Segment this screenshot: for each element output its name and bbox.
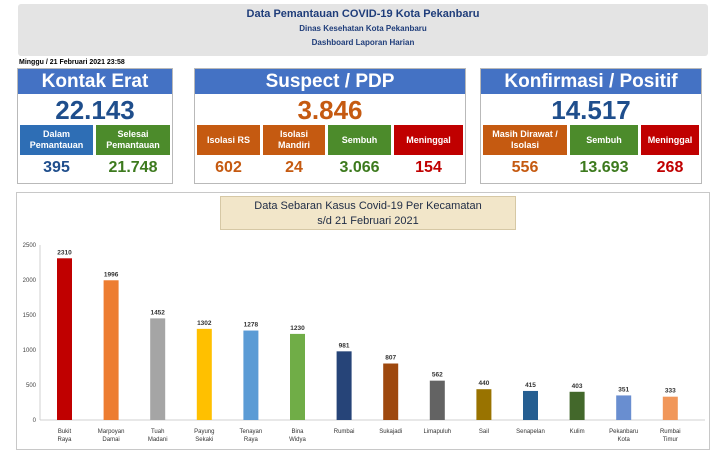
dalam-pemantauan-value: 395 — [43, 159, 70, 176]
dalam-pemantauan-label: Dalam Pemantauan — [20, 125, 93, 155]
bar — [476, 389, 492, 420]
y-tick-label: 1500 — [23, 313, 37, 319]
konfirmasi-total: 14.517 — [551, 95, 631, 125]
report-title: Data Pemantauan COVID-19 Kota Pekanbaru — [246, 8, 480, 20]
bar-value-label: 440 — [478, 380, 489, 387]
konfirmasi-meninggal-label: Meninggal — [641, 125, 699, 155]
masih-dirawat-label: Masih Dirawat / Isolasi — [483, 125, 567, 155]
bar-value-label: 1230 — [290, 325, 305, 332]
suspect-sembuh-value: 3.066 — [339, 159, 380, 176]
konfirmasi-panel: Konfirmasi / Positif 14.517 Masih Dirawa… — [480, 68, 702, 184]
bar — [616, 395, 632, 420]
bar-value-label: 1996 — [104, 271, 119, 278]
kontak-erat-title: Kontak Erat — [18, 69, 172, 94]
y-tick-label: 2500 — [23, 243, 37, 249]
suspect-total: 3.846 — [297, 95, 363, 125]
suspect-meninggal-label: Meninggal — [394, 125, 463, 155]
y-tick-label: 0 — [33, 418, 37, 424]
isolasi-rs-label: Isolasi RS — [197, 125, 260, 155]
x-tick-label: Senapelan — [516, 429, 545, 435]
bar-value-label: 807 — [385, 355, 396, 362]
x-tick-label: Pekanbaru Kota — [609, 429, 638, 443]
x-tick-label: Marpoyan Damai — [98, 429, 125, 443]
bar — [196, 328, 212, 420]
isolasi-mandiri-label: Isolasi Mandiri — [263, 125, 325, 155]
chart-subtitle: s/d 21 Februari 2021 — [317, 215, 419, 227]
bar — [383, 363, 399, 420]
y-tick-label: 1000 — [23, 348, 37, 354]
bar-value-label: 981 — [339, 342, 350, 349]
bar-value-label: 1302 — [197, 320, 212, 327]
chart-container — [16, 192, 710, 450]
suspect-pdp-panel: Suspect / PDP 3.846 Isolasi RS Isolasi M… — [194, 68, 466, 184]
isolasi-mandiri-value: 24 — [285, 159, 303, 176]
bar — [569, 391, 585, 420]
bar — [523, 390, 538, 420]
bar-value-label: 562 — [432, 372, 443, 379]
bar-value-label: 415 — [525, 382, 536, 389]
bar-value-label: 333 — [665, 388, 676, 395]
konfirmasi-title: Konfirmasi / Positif — [481, 69, 701, 94]
bar-value-label: 2310 — [57, 249, 72, 256]
kontak-erat-total: 22.143 — [55, 95, 135, 125]
x-tick-label: Sukajadi — [379, 429, 402, 435]
x-tick-label: Limapuluh — [423, 429, 451, 435]
x-tick-label: Payung Sekaki — [194, 429, 214, 443]
chart-title: Data Sebaran Kasus Covid-19 Per Kecamata… — [254, 200, 482, 212]
bar-value-label: 1452 — [150, 309, 165, 316]
y-tick-label: 500 — [26, 383, 37, 389]
bar-value-label: 351 — [618, 386, 629, 393]
chart-title-box: Data Sebaran Kasus Covid-19 Per Kecamata… — [220, 196, 516, 230]
suspect-title: Suspect / PDP — [195, 69, 465, 94]
bar — [243, 330, 259, 420]
x-tick-label: Bukit Raya — [57, 429, 72, 443]
masih-dirawat-value: 556 — [511, 159, 539, 176]
bar-value-label: 403 — [572, 383, 583, 390]
bar — [336, 351, 352, 420]
bar — [57, 258, 72, 420]
bar — [103, 280, 119, 420]
x-tick-label: Bina Widya — [289, 429, 306, 443]
kontak-erat-panel: Kontak Erat 22.143 Dalam Pemantauan Sele… — [17, 68, 173, 184]
bar-value-label: 1278 — [244, 322, 259, 329]
x-tick-label: Rumbai Timur — [660, 429, 681, 443]
bar — [150, 318, 166, 420]
report-header: Data Pemantauan COVID-19 Kota Pekanbaru … — [18, 4, 708, 56]
x-tick-label: Rumbai — [334, 429, 355, 435]
y-tick-label: 2000 — [23, 278, 37, 284]
suspect-sembuh-label: Sembuh — [328, 125, 391, 155]
report-subtitle-dashboard: Dashboard Laporan Harian — [311, 38, 415, 47]
selesai-pemantauan-value: 21.748 — [108, 159, 158, 176]
x-tick-label: Tuah Madani — [148, 429, 168, 443]
x-tick-label: Tenayan Raya — [240, 429, 263, 443]
report-date: Minggu / 21 Februari 2021 23:58 — [19, 59, 125, 66]
x-tick-label: Sail — [479, 429, 489, 435]
konfirmasi-sembuh-label: Sembuh — [570, 125, 638, 155]
konfirmasi-sembuh-value: 13.693 — [579, 159, 629, 176]
konfirmasi-meninggal-value: 268 — [656, 159, 684, 176]
report-subtitle: Dinas Kesehatan Kota Pekanbaru — [299, 24, 427, 33]
isolasi-rs-value: 602 — [215, 159, 242, 176]
bar — [662, 396, 678, 420]
suspect-meninggal-value: 154 — [415, 159, 442, 176]
bar — [290, 333, 305, 420]
x-tick-label: Kulim — [570, 429, 585, 435]
bar — [429, 380, 445, 420]
selesai-pemantauan-label: Selesai Pemantauan — [96, 125, 170, 155]
